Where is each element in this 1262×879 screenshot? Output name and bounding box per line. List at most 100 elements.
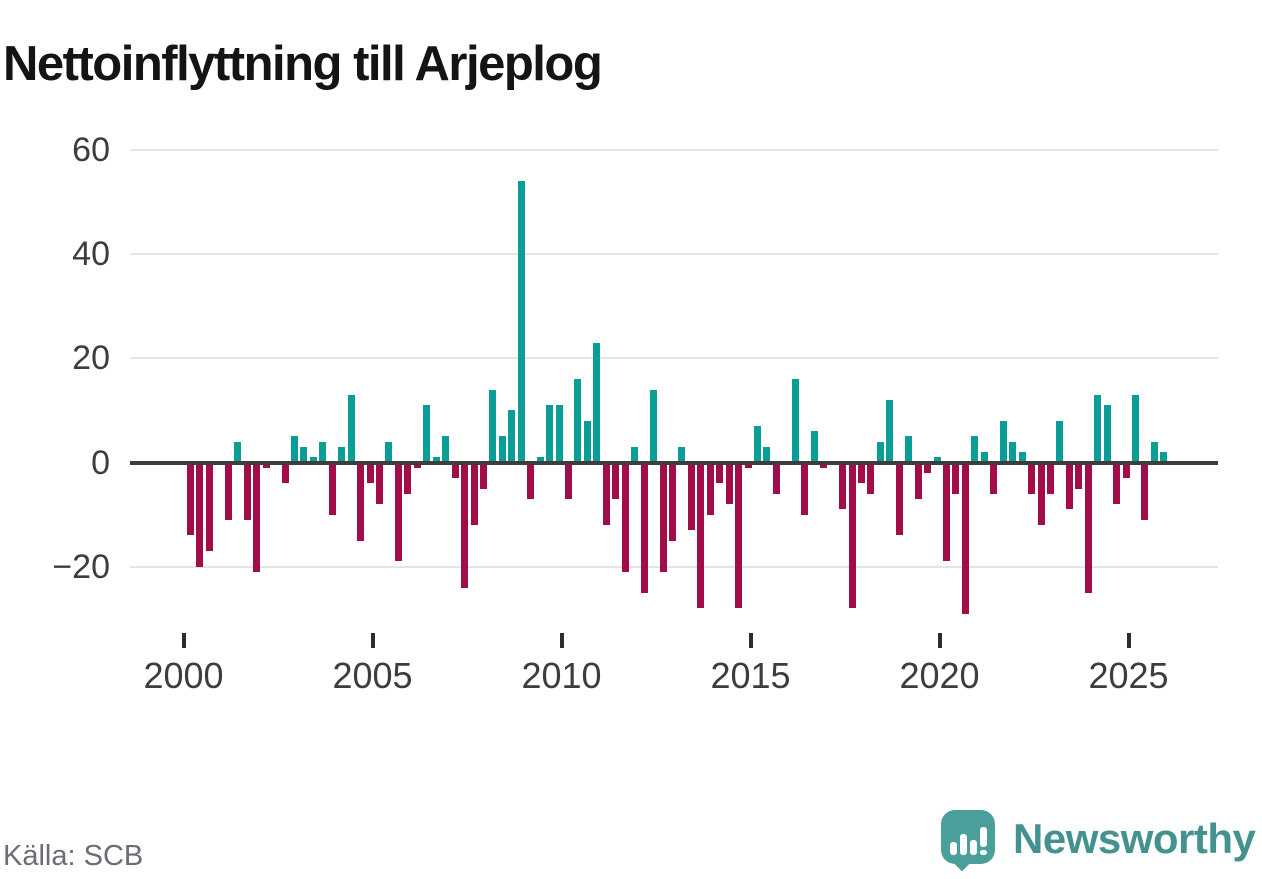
bar-2011-q3 [621, 462, 629, 572]
x-tick-2010 [559, 633, 564, 648]
bar-2001-q2 [234, 441, 242, 463]
x-tick-label-2000: 2000 [143, 655, 224, 696]
bar-2009-q2 [536, 457, 544, 463]
bar-2002-q3 [281, 462, 289, 484]
x-tick-label-2015: 2015 [710, 655, 791, 696]
x-tick-2000 [181, 633, 186, 648]
x-tick-2005 [370, 633, 375, 648]
bar-2005-q3 [394, 462, 402, 562]
bar-2002-q1 [262, 462, 270, 468]
y-tick-label--20: −20 [52, 547, 110, 586]
bar-2014-q2 [725, 462, 733, 505]
bar-2005-q1 [376, 462, 383, 505]
bar-2017-q2 [839, 462, 847, 510]
bar-2003-q1 [300, 446, 308, 463]
bar-2025-q2 [1141, 462, 1149, 520]
x-tick-2015 [748, 633, 753, 648]
bar-2018-q3 [886, 399, 894, 463]
bar-2006-q4 [442, 436, 450, 463]
gridline-20 [130, 357, 1218, 360]
bar-2016-q2 [801, 462, 809, 515]
bar-2013-q3 [697, 462, 705, 609]
bar-2017-q4 [857, 462, 865, 484]
exclamation-icon [980, 827, 987, 855]
x-axis-zero-line [130, 460, 1218, 465]
bar-2019-q1 [905, 436, 913, 463]
bar-2019-q3 [924, 462, 932, 473]
bar-2021-q3 [999, 420, 1007, 463]
bar-2015-q1 [754, 426, 761, 463]
bar-2005-q4 [404, 462, 412, 494]
newsworthy-logo-text: Newsworthy [1013, 815, 1256, 862]
bar-2010-q1 [565, 462, 572, 499]
bar-2017-q3 [848, 462, 856, 609]
bar-2014-q1 [716, 462, 724, 484]
bar-2025-q1 [1132, 394, 1139, 463]
bar-2016-q3 [810, 431, 818, 463]
bar-2013-q2 [687, 462, 695, 531]
bar-2004-q3 [357, 462, 365, 541]
bar-2020-q1 [943, 462, 950, 562]
bar-2021-q1 [980, 452, 988, 463]
bar-2016-q1 [791, 379, 799, 463]
gridline-60 [130, 148, 1218, 151]
x-tick-label-2005: 2005 [332, 655, 413, 696]
bar-2018-q1 [867, 462, 875, 494]
bar-2007-q3 [470, 462, 478, 526]
bar-2005-q2 [385, 441, 393, 463]
mini-bar-chart-icon [950, 827, 987, 855]
bar-2012-q3 [659, 462, 667, 572]
y-tick-label-20: 20 [72, 339, 110, 378]
page-title: Nettoinflyttning till Arjeplog [3, 36, 603, 91]
x-tick-label-2010: 2010 [521, 655, 602, 696]
bar-2008-q2 [498, 436, 506, 463]
bar-2013-q1 [678, 446, 686, 463]
bar-2000-q1 [187, 462, 194, 536]
bar-2010-q2 [574, 379, 582, 463]
x-tick-2025 [1126, 633, 1131, 648]
bar-2022-q1 [1018, 452, 1026, 463]
bar-2020-q4 [971, 436, 979, 463]
bar-2020-q3 [961, 462, 969, 614]
bar-2008-q4 [517, 181, 525, 463]
source-note: Källa: SCB [3, 840, 144, 872]
bar-2006-q3 [432, 457, 440, 463]
bar-2000-q3 [205, 462, 213, 552]
bar-2023-q3 [1075, 462, 1083, 489]
bar-2011-q4 [631, 446, 639, 463]
bar-2015-q2 [763, 446, 771, 463]
bar-2018-q2 [876, 441, 884, 463]
x-tick-label-2025: 2025 [1088, 655, 1169, 696]
bar-2001-q4 [253, 462, 261, 572]
bar-2025-q4 [1160, 452, 1168, 463]
bar-2011-q1 [602, 462, 610, 526]
bar-2020-q2 [952, 462, 960, 494]
bar-2019-q4 [933, 457, 941, 463]
bar-2024-q4 [1122, 462, 1130, 479]
bar-2015-q3 [772, 462, 780, 494]
bar-2022-q4 [1046, 462, 1054, 494]
bar-2000-q2 [196, 462, 204, 567]
bar-2003-q3 [319, 441, 327, 463]
y-tick-label-60: 60 [72, 130, 110, 169]
bar-2009-q4 [555, 405, 563, 463]
bar-2013-q4 [706, 462, 714, 515]
bar-2009-q3 [546, 405, 554, 463]
bar-2024-q1 [1094, 394, 1102, 463]
speech-bubble [941, 810, 995, 864]
x-tick-2020 [937, 633, 942, 648]
bar-2012-q1 [640, 462, 648, 593]
bar-2019-q2 [914, 462, 922, 499]
bar-2004-q1 [338, 446, 346, 463]
bar-2008-q3 [508, 410, 516, 463]
bar-2016-q4 [820, 462, 828, 468]
bar-2023-q2 [1065, 462, 1073, 510]
bar-2006-q1 [413, 462, 421, 468]
bar-2007-q1 [451, 462, 459, 479]
bar-2014-q3 [735, 462, 743, 609]
bar-2012-q2 [650, 389, 658, 463]
bar-2025-q3 [1150, 441, 1158, 463]
bar-2007-q4 [479, 462, 487, 489]
gridline-40 [130, 253, 1218, 256]
bar-2014-q4 [744, 462, 752, 468]
